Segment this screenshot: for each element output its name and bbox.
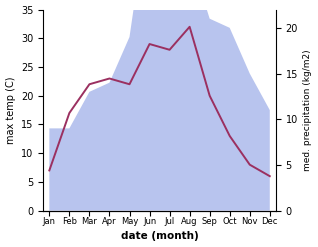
Y-axis label: med. precipitation (kg/m2): med. precipitation (kg/m2) [303, 49, 313, 171]
X-axis label: date (month): date (month) [121, 231, 198, 242]
Y-axis label: max temp (C): max temp (C) [5, 76, 16, 144]
